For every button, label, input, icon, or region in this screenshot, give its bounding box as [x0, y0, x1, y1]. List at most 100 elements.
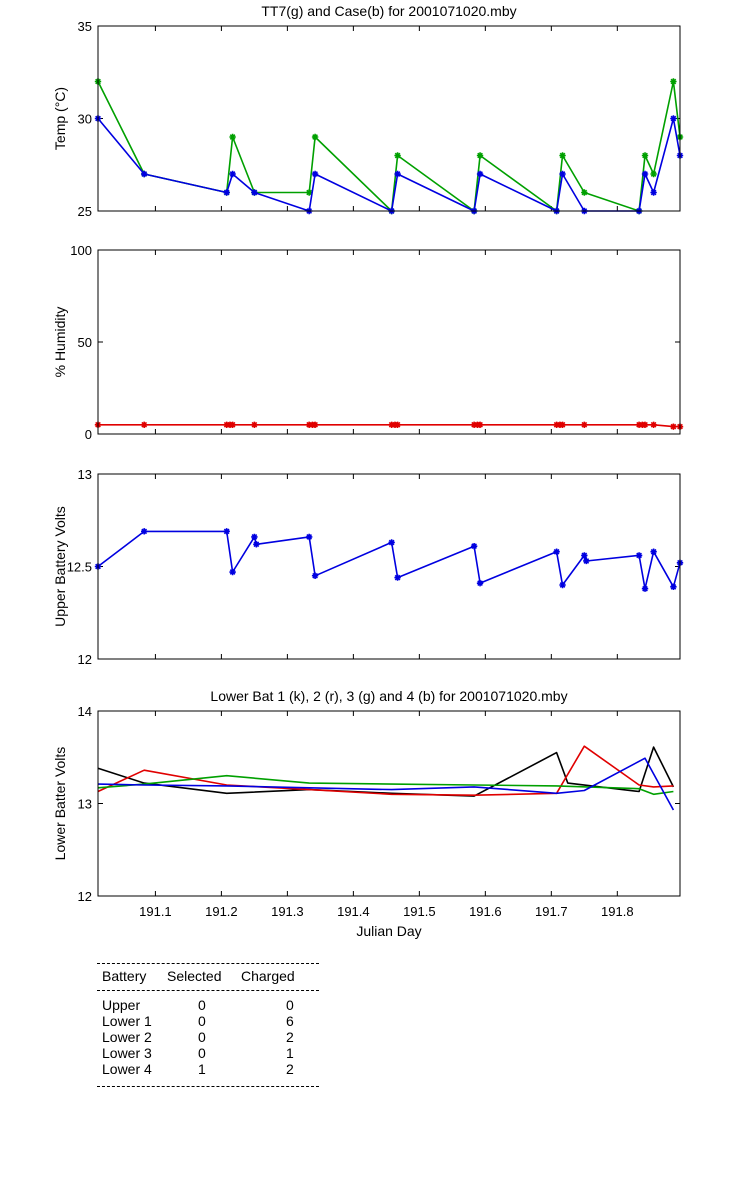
data-point: [641, 170, 649, 178]
series-line-4: [97, 757, 675, 811]
y-axis-label: % Humidity: [52, 307, 68, 378]
axes-frame: [97, 25, 681, 212]
x-tick-label: 191.2: [205, 904, 238, 919]
chart-panel-4: 12 13 14 191.1 191.2 191.3 191.4 191.5 191.6 191.…: [52, 688, 681, 939]
x-tick-label: 191.7: [535, 904, 568, 919]
chart-panel-2: 0 50 100 % Humidity: [52, 243, 684, 442]
x-tick-label: 191.6: [469, 904, 502, 919]
x-tick-label: 191.5: [403, 904, 436, 919]
data-point: [388, 421, 395, 428]
table-row: Lower 4 1 2: [97, 1061, 319, 1077]
data-point: [223, 421, 230, 428]
data-point: [670, 423, 677, 430]
data-point: [583, 557, 590, 565]
data-point: [635, 421, 643, 428]
cell-battery: Lower 1: [102, 1013, 152, 1029]
data-point: [388, 539, 395, 546]
data-point: [581, 189, 588, 196]
data-point: [251, 189, 258, 196]
series-line-1: [97, 80, 681, 212]
cell-charged: 0: [286, 997, 294, 1013]
cell-selected: 0: [198, 997, 206, 1013]
x-tick-label: 191.3: [271, 904, 304, 919]
data-point: [470, 421, 478, 428]
data-point: [581, 552, 588, 559]
data-point: [229, 568, 236, 576]
data-point: [223, 189, 230, 196]
data-point: [670, 78, 677, 85]
y-axis-label: Lower Batter Volts: [52, 747, 68, 861]
data-point: [476, 152, 484, 159]
data-point: [251, 421, 258, 428]
y-tick-label: 14: [78, 704, 92, 719]
chart-title: Lower Bat 1 (k), 2 (r), 3 (g) and 4 (b) …: [210, 688, 567, 704]
data-point: [670, 583, 677, 591]
series-line-2: [97, 117, 681, 212]
data-point: [559, 581, 566, 589]
y-tick-label: 12.5: [67, 560, 92, 575]
data-point: [581, 421, 588, 428]
series-line-2: [97, 745, 674, 797]
data-point: [394, 421, 401, 428]
data-point: [253, 541, 260, 548]
data-point: [311, 421, 319, 428]
data-point: [229, 170, 236, 178]
data-point: [559, 152, 566, 159]
y-axis-label: Temp (°C): [52, 87, 68, 150]
y-tick-label: 12: [78, 652, 92, 667]
data-point: [641, 152, 649, 159]
axes-frame: [97, 710, 681, 897]
y-tick-label: 12: [78, 889, 92, 904]
chart-panel-1: 25 30 35 TT7(g) and Case(b) for 2001071020.…: [52, 3, 684, 219]
cell-battery: Upper: [102, 997, 141, 1013]
x-tick-label: 191.4: [337, 904, 370, 919]
data-point: [553, 548, 560, 555]
data-point: [559, 421, 566, 428]
y-tick-label: 100: [70, 243, 92, 258]
data-point: [641, 585, 649, 592]
data-point: [559, 170, 566, 178]
data-point: [394, 152, 401, 159]
data-point: [476, 421, 484, 428]
cell-battery: Lower 3: [102, 1045, 152, 1061]
cell-selected: 0: [198, 1013, 206, 1029]
data-point: [140, 421, 148, 428]
y-tick-label: 35: [78, 19, 92, 34]
table-row: Lower 3 0 1: [97, 1045, 319, 1061]
cell-charged: 1: [286, 1045, 294, 1061]
data-point: [641, 421, 649, 428]
data-point: [229, 421, 236, 428]
y-tick-label: 25: [78, 204, 92, 219]
table-row: Upper 0 0: [97, 997, 319, 1013]
data-point: [650, 170, 657, 178]
cell-selected: 1: [198, 1061, 206, 1077]
header-battery: Battery: [102, 968, 147, 984]
data-point: [229, 133, 236, 141]
data-point: [670, 115, 677, 122]
cell-battery: Lower 4: [102, 1061, 152, 1077]
header-selected: Selected: [167, 968, 222, 984]
table-header-rule: [97, 990, 319, 991]
chart-title: TT7(g) and Case(b) for 2001071020.mby: [261, 3, 516, 19]
cell-battery: Lower 2: [102, 1029, 152, 1045]
y-tick-label: 0: [85, 427, 92, 442]
series-line-1: [97, 746, 675, 797]
data-point: [476, 579, 484, 587]
data-point: [394, 170, 401, 178]
data-point: [140, 528, 148, 535]
chart-panel-3: 12 12.5 13 Upper Battery Volts: [52, 467, 684, 667]
x-axis-label: Julian Day: [356, 923, 421, 939]
data-point: [311, 133, 319, 141]
table-header-row: Battery Selected Charged: [97, 968, 319, 984]
table-row: Lower 2 0 2: [97, 1029, 319, 1045]
data-point: [223, 528, 230, 535]
data-point: [305, 189, 313, 196]
cell-selected: 0: [198, 1045, 206, 1061]
data-point: [140, 170, 148, 178]
data-point: [553, 421, 560, 428]
table-row: Lower 1 0 6: [97, 1013, 319, 1029]
y-tick-label: 13: [78, 797, 92, 812]
y-tick-label: 50: [78, 335, 92, 350]
data-point: [305, 421, 313, 428]
